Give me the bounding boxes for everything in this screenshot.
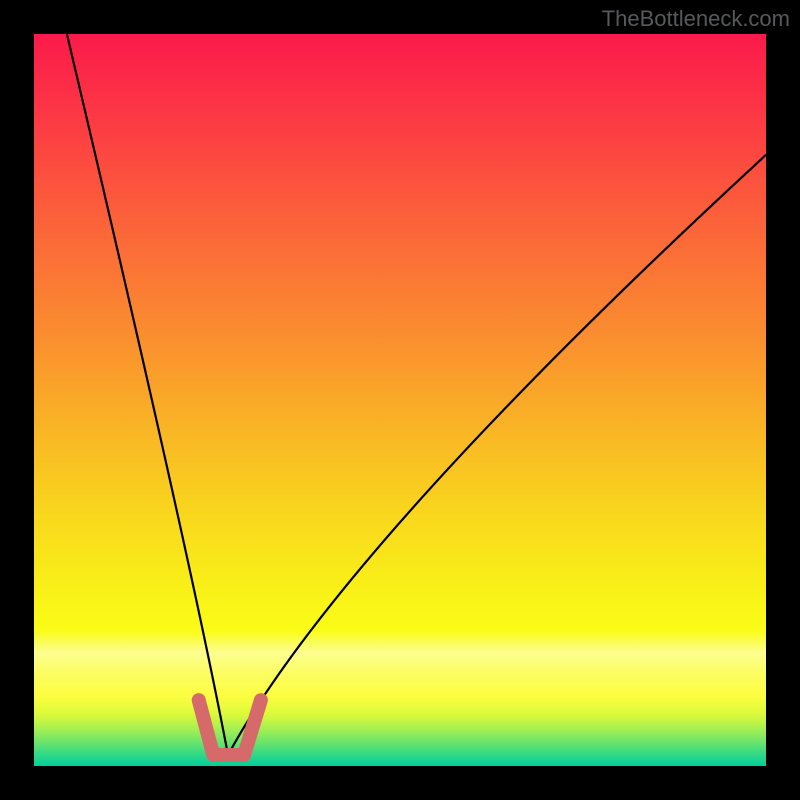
bottleneck-curve bbox=[67, 34, 766, 755]
watermark-text: TheBottleneck.com bbox=[602, 6, 790, 32]
chart-frame: TheBottleneck.com bbox=[0, 0, 800, 800]
plot-area bbox=[34, 34, 766, 766]
trough-marker bbox=[199, 700, 261, 755]
curve-layer bbox=[34, 34, 766, 766]
